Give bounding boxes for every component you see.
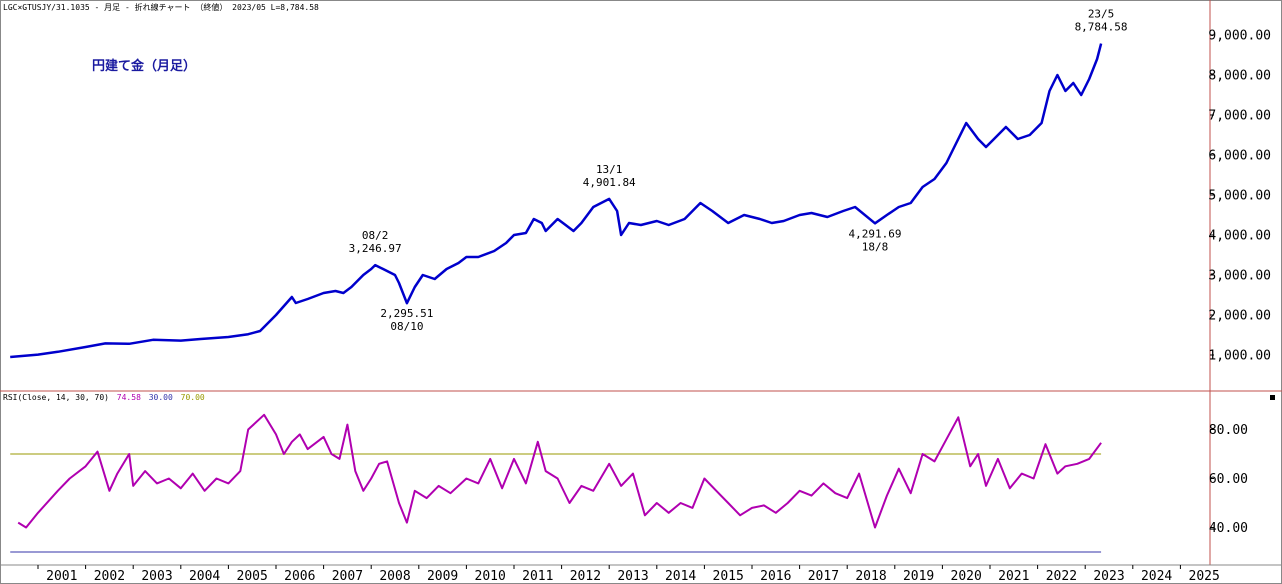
rsi-tick-label: 40.00 bbox=[1209, 521, 1248, 536]
price-tick-label: 9,000.00 bbox=[1208, 29, 1271, 44]
x-tick-label: 2023 bbox=[1093, 569, 1124, 584]
price-line bbox=[10, 43, 1103, 359]
price-tick-label: 5,000.00 bbox=[1208, 189, 1271, 204]
rsi-line bbox=[17, 413, 1102, 529]
price-y-ticks: 1,000.00 2,000.00 3,000.00 4,000.00 5,000.00… bbox=[1208, 29, 1271, 364]
x-tick-label: 2015 bbox=[713, 569, 744, 584]
x-tick-label: 2009 bbox=[427, 569, 458, 584]
x-tick-label: 2016 bbox=[760, 569, 791, 584]
rsi-tick-label: 80.00 bbox=[1209, 423, 1248, 438]
x-tick-label: 2002 bbox=[94, 569, 125, 584]
rsi-label-prefix: RSI(Close, 14, 30, 70) bbox=[3, 393, 109, 402]
rsi-y-ticks: 40.00 60.00 80.00 bbox=[1209, 423, 1248, 536]
rsi-reference-lines bbox=[10, 453, 1102, 553]
price-tick-label: 1,000.00 bbox=[1208, 349, 1271, 364]
x-tick-label: 2003 bbox=[141, 569, 172, 584]
square-icon[interactable] bbox=[1270, 395, 1275, 400]
x-tick-label: 2018 bbox=[855, 569, 886, 584]
x-tick-label: 2021 bbox=[998, 569, 1029, 584]
x-tick-label: 2014 bbox=[665, 569, 696, 584]
x-tick-label: 2006 bbox=[284, 569, 315, 584]
x-tick-label: 2020 bbox=[951, 569, 982, 584]
price-annotation-label: 2,295.51 bbox=[380, 307, 433, 320]
rsi-tick-label: 60.00 bbox=[1209, 472, 1248, 487]
price-annotation-label: 3,246.97 bbox=[349, 242, 402, 255]
price-annotation-label: 4,291.69 bbox=[848, 227, 901, 240]
x-ticks: 2001 2002 2003 2004 2005 2006 2007 2008 2009 2010… bbox=[37, 565, 1220, 584]
rsi-label: RSI(Close, 14, 30, 70) 74.58 30.00 70.00 bbox=[3, 393, 205, 402]
price-annotation-label: 8,784.58 bbox=[1075, 21, 1128, 34]
price-chart-title: 円建て金（月足） bbox=[92, 58, 196, 74]
price-annotation-label: 23/5 bbox=[1088, 8, 1115, 21]
rsi-label-v3: 70.00 bbox=[181, 393, 205, 402]
x-tick-label: 2007 bbox=[332, 569, 363, 584]
price-annotation-label: 4,901.84 bbox=[583, 176, 636, 189]
x-tick-label: 2022 bbox=[1046, 569, 1077, 584]
price-annotation-label: 08/2 bbox=[362, 229, 389, 242]
price-tick-label: 7,000.00 bbox=[1208, 109, 1271, 124]
x-tick-label: 2004 bbox=[189, 569, 220, 584]
chart-header: LGC×GTUSJY/31.1035 - 月足 - 折れ線チャート （終値） 2… bbox=[3, 2, 319, 12]
price-annotation-label: 18/8 bbox=[862, 240, 889, 253]
price-series bbox=[10, 43, 1103, 359]
rsi-series bbox=[17, 413, 1102, 529]
rsi-label-v2: 30.00 bbox=[149, 393, 173, 402]
x-tick-label: 2011 bbox=[522, 569, 553, 584]
x-tick-label: 2008 bbox=[379, 569, 410, 584]
x-tick-label: 2024 bbox=[1141, 569, 1172, 584]
price-tick-label: 4,000.00 bbox=[1208, 229, 1271, 244]
x-tick-label: 2019 bbox=[903, 569, 934, 584]
price-tick-label: 3,000.00 bbox=[1208, 269, 1271, 284]
price-tick-label: 8,000.00 bbox=[1208, 69, 1271, 84]
rsi-label-v1: 74.58 bbox=[117, 393, 141, 402]
price-annotation-label: 08/10 bbox=[390, 320, 423, 333]
x-tick-label: 2017 bbox=[808, 569, 839, 584]
x-tick-label: 2005 bbox=[237, 569, 268, 584]
x-tick-label: 2012 bbox=[570, 569, 601, 584]
price-annotation-label: 13/1 bbox=[596, 163, 623, 176]
x-tick-label: 2025 bbox=[1189, 569, 1220, 584]
price-tick-label: 2,000.00 bbox=[1208, 309, 1271, 324]
x-tick-label: 2001 bbox=[46, 569, 77, 584]
x-tick-label: 2010 bbox=[475, 569, 506, 584]
price-tick-label: 6,000.00 bbox=[1208, 149, 1271, 164]
x-tick-label: 2013 bbox=[617, 569, 648, 584]
